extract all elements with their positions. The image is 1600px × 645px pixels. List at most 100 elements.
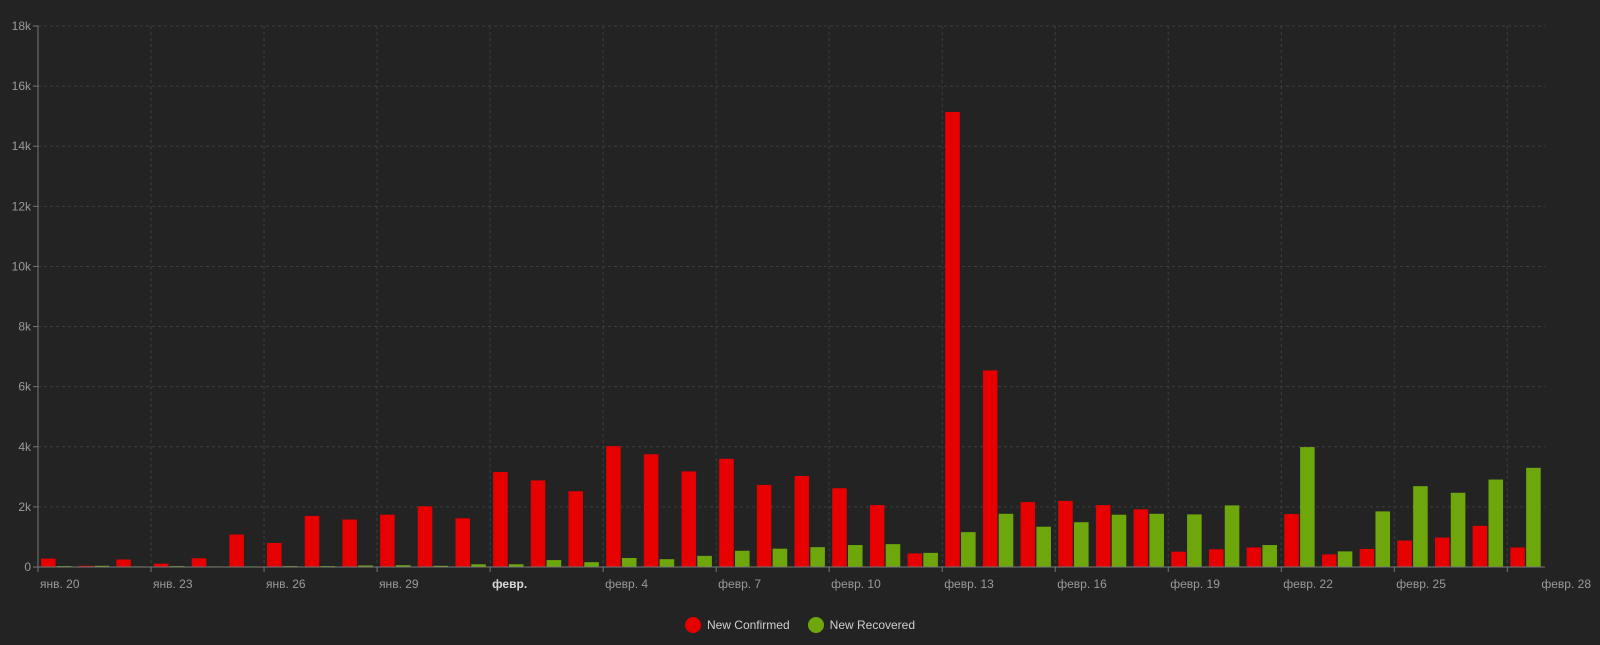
bar-new-confirmed[interactable] bbox=[832, 488, 847, 567]
bar-new-confirmed[interactable] bbox=[229, 534, 244, 567]
x-tick-label: февр. 16 bbox=[1057, 577, 1107, 591]
bar-new-recovered[interactable] bbox=[584, 562, 599, 567]
bar-new-confirmed[interactable] bbox=[907, 553, 923, 567]
bar-new-confirmed[interactable] bbox=[1020, 502, 1036, 567]
bar-new-confirmed[interactable] bbox=[78, 565, 94, 567]
bar-new-confirmed[interactable] bbox=[1095, 505, 1111, 567]
bar-new-recovered[interactable] bbox=[621, 557, 637, 567]
bar-new-recovered[interactable] bbox=[1111, 514, 1127, 567]
bar-new-recovered[interactable] bbox=[1375, 511, 1391, 567]
bar-new-confirmed[interactable] bbox=[756, 484, 772, 567]
legend-item-new-recovered[interactable]: New Recovered bbox=[807, 617, 915, 633]
x-tick-label: февр. 25 bbox=[1396, 577, 1446, 591]
bar-new-confirmed[interactable] bbox=[681, 471, 697, 567]
bar-new-recovered[interactable] bbox=[961, 532, 976, 567]
bar-new-confirmed[interactable] bbox=[304, 515, 320, 567]
y-tick-label: 10k bbox=[12, 259, 32, 273]
bar-new-recovered[interactable] bbox=[885, 544, 901, 567]
bar-new-recovered[interactable] bbox=[1300, 447, 1315, 567]
x-tick-label: февр. 4 bbox=[605, 577, 648, 591]
bar-new-recovered[interactable] bbox=[1074, 522, 1089, 567]
bar-new-confirmed[interactable] bbox=[41, 558, 56, 567]
bar-new-recovered[interactable] bbox=[810, 547, 825, 567]
bar-new-confirmed[interactable] bbox=[1472, 525, 1488, 567]
bar-new-recovered[interactable] bbox=[1488, 479, 1504, 567]
x-tick-label: янв. 23 bbox=[153, 577, 193, 591]
x-tick-label: янв. 20 bbox=[40, 577, 80, 591]
y-tick-label: 4k bbox=[18, 440, 32, 454]
y-tick-label: 14k bbox=[12, 139, 32, 153]
x-tick-label: февр. 7 bbox=[718, 577, 761, 591]
bar-new-confirmed[interactable] bbox=[380, 514, 395, 567]
bar-new-confirmed[interactable] bbox=[1208, 549, 1224, 567]
y-tick-label: 6k bbox=[18, 380, 32, 394]
legend-swatch-confirmed bbox=[684, 617, 701, 633]
bar-new-recovered[interactable] bbox=[1036, 526, 1051, 567]
bar-new-confirmed[interactable] bbox=[606, 446, 621, 567]
bar-new-recovered[interactable] bbox=[1224, 505, 1240, 567]
bar-new-confirmed[interactable] bbox=[1510, 547, 1525, 567]
bars bbox=[41, 111, 1541, 568]
bar-new-confirmed[interactable] bbox=[1321, 554, 1337, 567]
bar-new-recovered[interactable] bbox=[1262, 545, 1277, 567]
bar-new-confirmed[interactable] bbox=[342, 519, 357, 567]
bar-new-confirmed[interactable] bbox=[945, 111, 960, 568]
bar-new-confirmed[interactable] bbox=[1359, 548, 1375, 567]
bar-new-recovered[interactable] bbox=[998, 513, 1014, 567]
bar-new-confirmed[interactable] bbox=[643, 454, 659, 567]
legend-item-new-confirmed[interactable]: New Confirmed bbox=[684, 617, 790, 633]
bar-new-recovered[interactable] bbox=[358, 565, 373, 568]
y-tick-label: 0 bbox=[24, 560, 31, 574]
bar-new-confirmed[interactable] bbox=[116, 559, 131, 567]
axes: 0 2k 4k 6k 8k 10k 12k 14k 16k 18k янв. 20 янв. 23 ян… bbox=[12, 19, 1592, 591]
y-tick-label: 2k bbox=[18, 500, 32, 514]
bar-new-recovered[interactable] bbox=[433, 565, 449, 567]
bar-new-recovered[interactable] bbox=[848, 545, 863, 567]
bar-new-confirmed[interactable] bbox=[719, 458, 734, 567]
bar-new-recovered[interactable] bbox=[1526, 467, 1541, 567]
bar-new-recovered[interactable] bbox=[659, 559, 675, 567]
bar-new-confirmed[interactable] bbox=[154, 563, 169, 567]
bar-new-confirmed[interactable] bbox=[417, 506, 433, 567]
x-tick-label: февр. 13 bbox=[944, 577, 994, 591]
bar-new-confirmed[interactable] bbox=[267, 542, 282, 567]
bar-new-confirmed[interactable] bbox=[794, 475, 810, 567]
bar-new-recovered[interactable] bbox=[697, 555, 712, 567]
bar-new-recovered[interactable] bbox=[395, 565, 411, 567]
bar-new-confirmed[interactable] bbox=[568, 491, 584, 567]
bar-new-recovered[interactable] bbox=[1187, 514, 1202, 567]
bar-new-confirmed[interactable] bbox=[1171, 551, 1186, 567]
y-tick-label: 16k bbox=[12, 79, 32, 93]
x-tick-label: февр. 19 bbox=[1170, 577, 1220, 591]
bar-new-confirmed[interactable] bbox=[1246, 547, 1262, 567]
bar-new-confirmed[interactable] bbox=[1434, 537, 1450, 567]
bar-new-confirmed[interactable] bbox=[1133, 509, 1149, 567]
y-tick-label: 8k bbox=[18, 320, 32, 334]
bar-new-recovered[interactable] bbox=[1149, 513, 1164, 567]
legend: New Confirmed New Recovered bbox=[0, 617, 1600, 633]
bar-new-confirmed[interactable] bbox=[982, 370, 998, 567]
bar-new-confirmed[interactable] bbox=[1397, 540, 1412, 567]
bar-new-recovered[interactable] bbox=[772, 548, 788, 567]
bar-new-recovered[interactable] bbox=[1337, 551, 1353, 567]
bar-new-recovered[interactable] bbox=[734, 550, 750, 567]
bar-new-recovered[interactable] bbox=[1413, 486, 1428, 567]
bar-new-confirmed[interactable] bbox=[455, 518, 470, 567]
bar-new-confirmed[interactable] bbox=[1284, 514, 1299, 567]
bar-new-recovered[interactable] bbox=[94, 565, 110, 567]
bar-new-recovered[interactable] bbox=[471, 564, 486, 567]
x-tick-label: февр. bbox=[492, 577, 527, 591]
bar-new-confirmed[interactable] bbox=[1058, 500, 1073, 567]
bar-new-recovered[interactable] bbox=[1450, 492, 1466, 567]
bar-new-confirmed[interactable] bbox=[191, 558, 207, 567]
bar-new-recovered[interactable] bbox=[923, 552, 938, 567]
bar-new-recovered[interactable] bbox=[508, 564, 524, 567]
bar-new-recovered[interactable] bbox=[546, 560, 562, 567]
bar-new-confirmed[interactable] bbox=[493, 472, 508, 567]
legend-label-confirmed: New Confirmed bbox=[706, 618, 790, 632]
y-tick-label: 18k bbox=[12, 19, 32, 33]
y-tick-label: 12k bbox=[12, 199, 32, 213]
bar-new-confirmed[interactable] bbox=[869, 505, 885, 567]
bar-new-confirmed[interactable] bbox=[530, 480, 546, 567]
